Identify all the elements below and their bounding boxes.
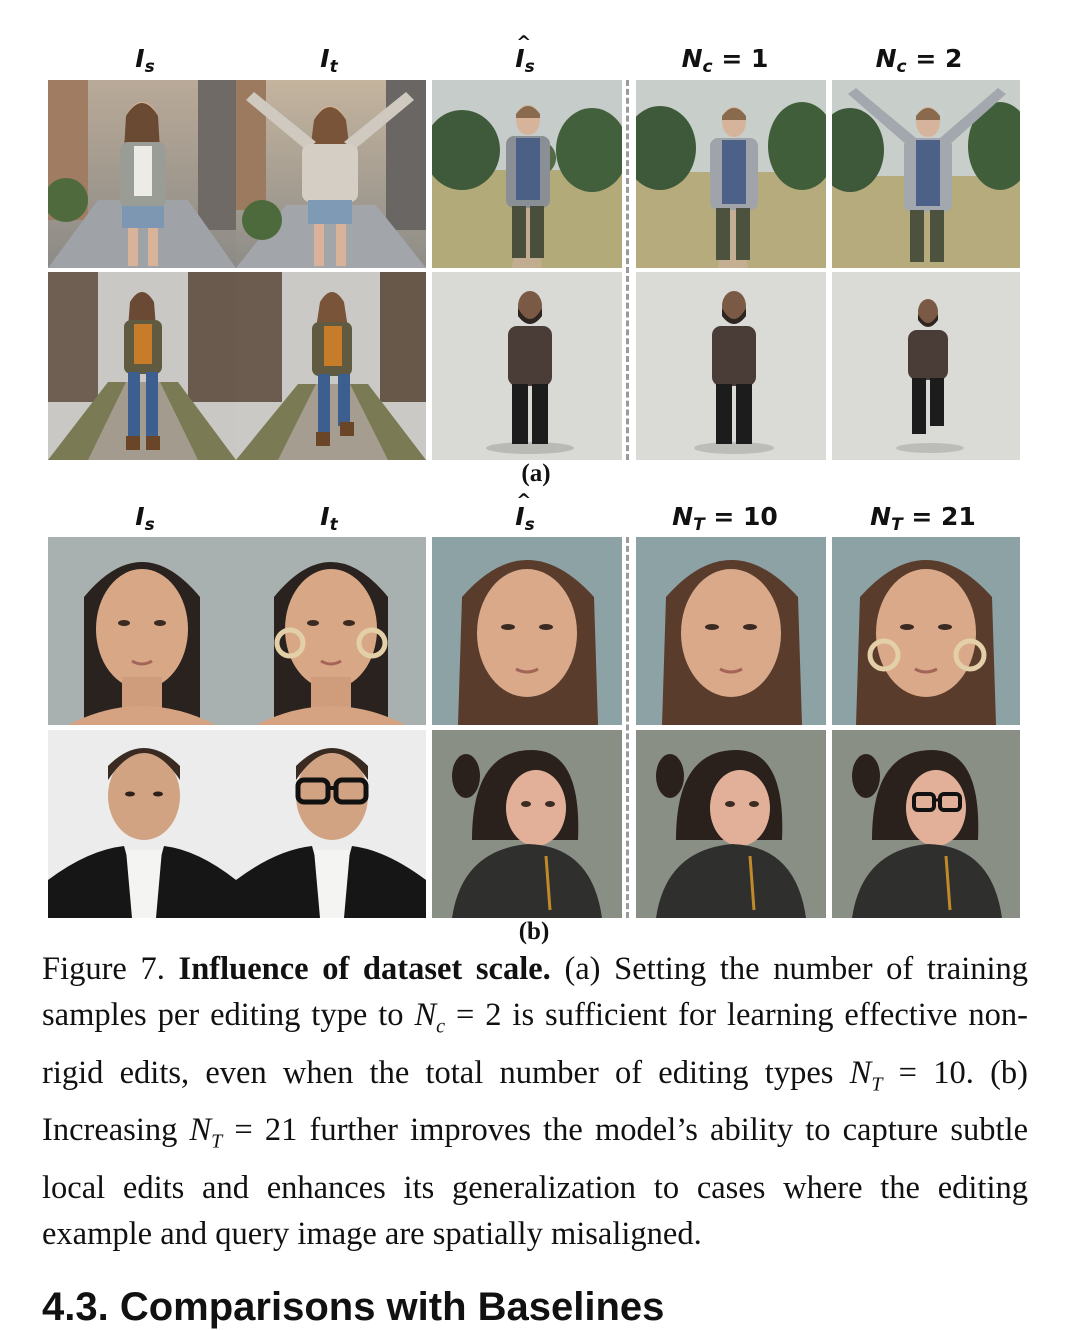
header-b-is-hat: Is [492,502,558,535]
panel-b-r1-source [48,537,236,725]
caption-nt-sub-1: T [871,1073,882,1095]
panel-a-r2-nc1 [636,272,826,460]
figure-title: Influence of dataset scale. [179,951,551,987]
panel-b-r1-target [236,537,426,725]
panel-b-r2-source [48,730,236,918]
header-a-is: Is [112,44,178,77]
header-a-nc2: Nc = 2 [854,44,984,77]
header-a-is-hat: Is [492,44,558,77]
caption-nt-symbol-1: N [850,1055,872,1091]
panel-b-r2-nt10 [636,730,826,918]
panel-b-r1-nt21 [832,537,1020,725]
header-b-it: It [296,502,362,535]
panel-a-r2-nc2 [832,272,1020,460]
caption-nc-sub: c [436,1016,445,1038]
panel-b-r2-nt21 [832,730,1020,918]
figure-caption: Figure 7. Influence of dataset scale. (a… [42,946,1028,1257]
panel-b-r1-query [432,537,622,725]
header-a-nc1: Nc = 1 [660,44,790,77]
panel-a-r1-source [48,80,236,268]
caption-nc-symbol: N [414,997,436,1033]
panel-a-r1-query [432,80,622,268]
header-b-is: Is [112,502,178,535]
panel-a-r2-query [432,272,622,460]
caption-nt-sub-2: T [211,1131,222,1153]
panel-a-r2-source [48,272,236,460]
panel-b-r2-query [432,730,622,918]
panel-a-r1-nc2 [832,80,1020,268]
next-section-heading: 4.3. Comparisons with Baselines [42,1285,664,1330]
figure-number: Figure 7. [42,951,165,987]
panel-a-r1-nc1 [636,80,826,268]
panel-b-r2-target [236,730,426,918]
dashed-divider-b [626,537,629,918]
header-a-it: It [296,44,362,77]
dashed-divider-a [626,80,629,460]
panel-a-r1-target [236,80,426,268]
subfigure-label-a: (a) [486,460,586,488]
header-b-nt10: NT = 10 [650,502,800,535]
panel-a-r2-target [236,272,426,460]
subfigure-label-b: (b) [484,918,584,946]
panel-b-r1-nt10 [636,537,826,725]
caption-nt-symbol-2: N [189,1112,211,1148]
header-b-nt21: NT = 21 [848,502,998,535]
